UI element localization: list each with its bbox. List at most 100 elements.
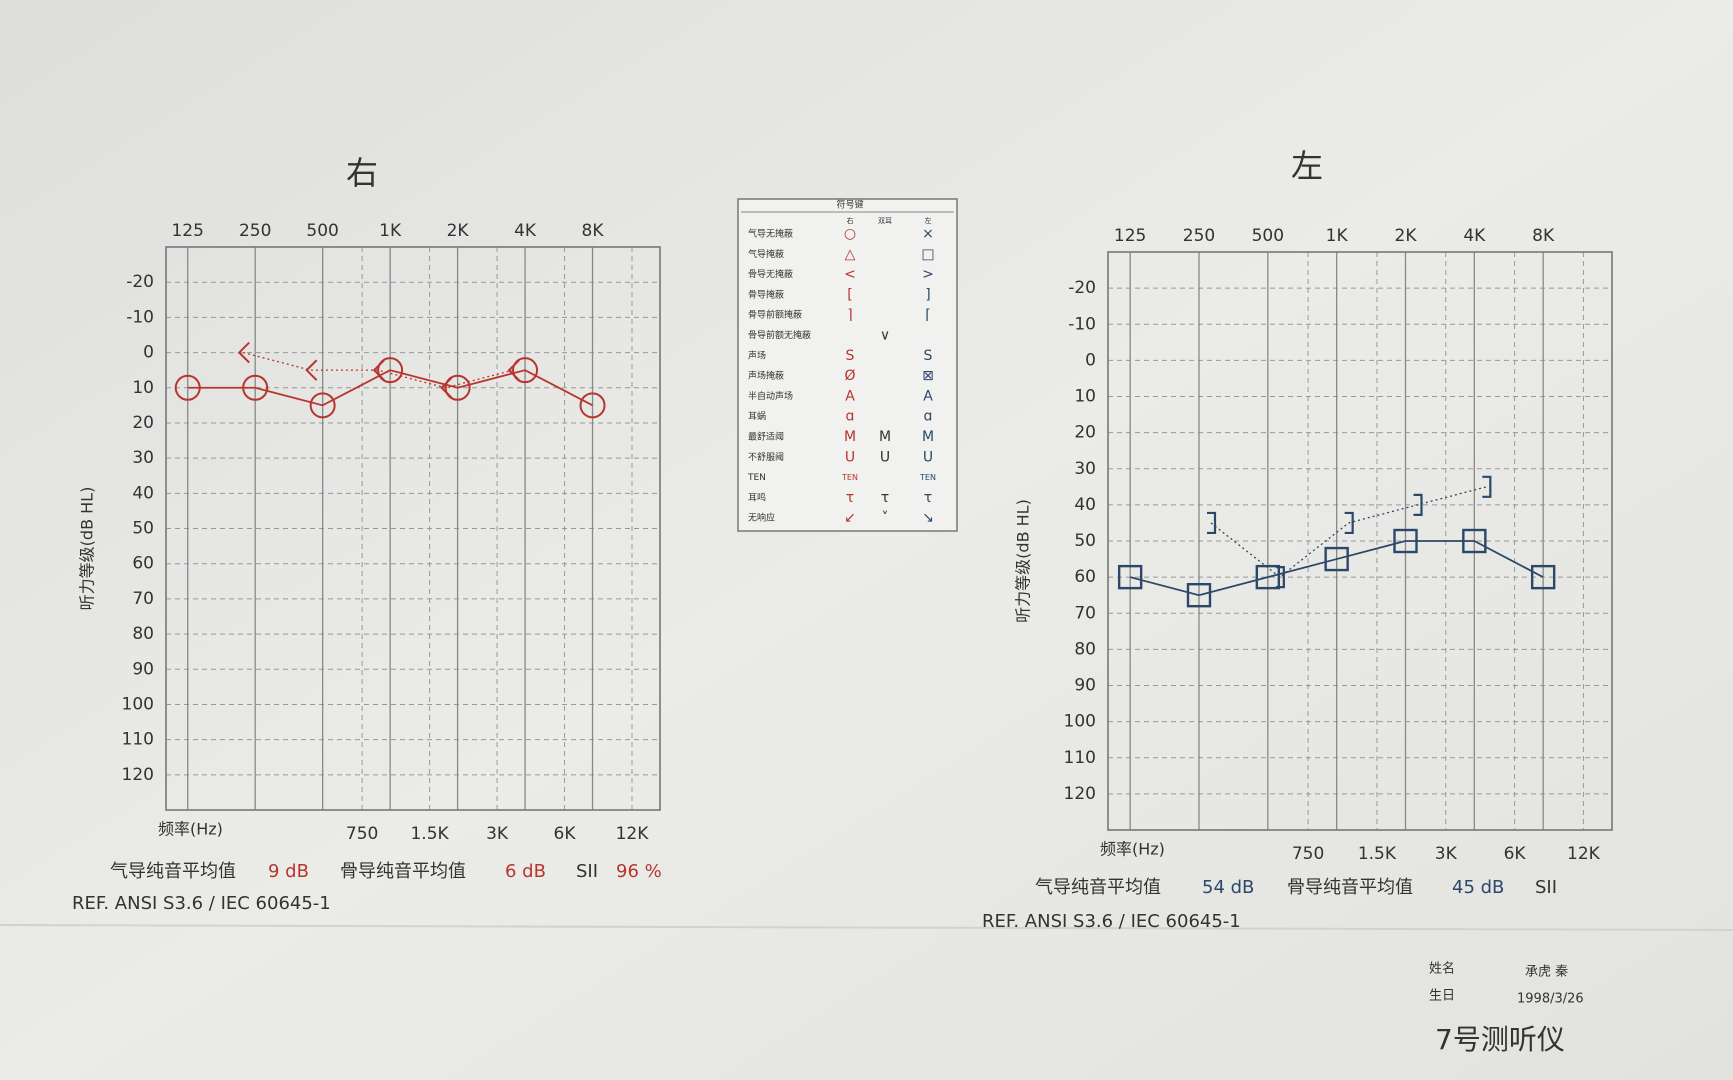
x-tick-label: 250 <box>239 221 271 241</box>
plot-frame <box>165 246 661 811</box>
key-symbol: × <box>922 226 934 242</box>
x-tick-label: 1K <box>379 221 402 241</box>
bone-marker <box>507 359 520 381</box>
x-tick-label: 8K <box>582 221 605 241</box>
y-tick-label: 60 <box>132 554 154 574</box>
device: 7号测听仪 <box>1435 1023 1565 1056</box>
x-tick-label: 500 <box>306 221 338 241</box>
key-symbol: ⊠ <box>922 368 934 384</box>
key-label: 不舒服阈 <box>748 451 784 463</box>
series-line <box>1129 540 1544 597</box>
x-tick-label: 250 <box>1183 226 1215 246</box>
key-symbol: ] <box>925 287 930 303</box>
key-symbol: ↘ <box>922 510 934 526</box>
key-symbol: < <box>844 267 856 283</box>
plot-frame <box>1107 251 1613 831</box>
y-tick-label: 30 <box>132 448 154 468</box>
x-axis-label: 频率(Hz) <box>158 820 223 839</box>
key-label: TEN <box>747 473 766 483</box>
y-tick-label: 50 <box>1074 531 1096 551</box>
key-symbol: A <box>923 388 933 404</box>
key-symbol: M <box>922 429 934 445</box>
y-tick-label: 100 <box>1064 712 1096 732</box>
x-tick-label: 3K <box>1435 844 1458 864</box>
air-marker <box>1117 564 1143 590</box>
y-tick-label: -20 <box>1068 278 1096 298</box>
key-symbol: ˅ <box>882 510 889 526</box>
bone-marker <box>1482 475 1492 498</box>
y-tick-label: 70 <box>132 589 154 609</box>
key-header: 双耳 <box>878 217 892 225</box>
air-marker <box>377 357 404 384</box>
y-tick-label: 100 <box>122 694 154 714</box>
key-symbol: ⌉ <box>847 307 852 323</box>
key-title: 符号键 <box>836 199 863 211</box>
key-symbol: S <box>924 348 933 364</box>
key-symbol: τ <box>924 490 932 506</box>
y-tick-label: -10 <box>126 307 154 327</box>
x-tick-label: 8K <box>1532 226 1555 246</box>
y-tick-label: 20 <box>1074 423 1096 443</box>
x-tick-label: 6K <box>1504 844 1527 864</box>
average-value: 6 dB <box>505 861 546 882</box>
key-label: 无响应 <box>748 512 775 524</box>
x-tick-label: 3K <box>486 824 509 844</box>
y-tick-label: 0 <box>143 343 154 363</box>
average-label: 气导纯音平均值 <box>110 861 236 882</box>
reference: REF. ANSI S3.6 / IEC 60645-1 <box>72 893 331 914</box>
bone-marker <box>440 377 453 399</box>
air-marker <box>1462 528 1487 554</box>
y-tick-label: -20 <box>126 272 154 292</box>
air-marker <box>309 392 336 419</box>
key-symbol: □ <box>921 246 934 262</box>
x-tick-label: 12K <box>1567 844 1601 864</box>
y-tick-label: 0 <box>1085 350 1096 370</box>
key-label: 最舒适阈 <box>748 431 784 443</box>
key-symbol: △ <box>845 246 856 262</box>
key-symbol: U <box>923 449 933 465</box>
series-line <box>243 351 514 389</box>
key-symbol: TEN <box>841 473 858 482</box>
air-marker <box>174 374 201 401</box>
x-tick-label: 1.5K <box>410 824 449 844</box>
y-tick-label: 120 <box>122 765 154 785</box>
y-tick-label: 70 <box>1074 603 1096 623</box>
average-value: 9 dB <box>268 861 309 882</box>
y-tick-label: 10 <box>1074 387 1096 407</box>
key-symbol: M <box>879 429 891 445</box>
bone-marker <box>1413 493 1423 516</box>
key-symbol: M <box>844 429 856 445</box>
average-label: SII <box>576 861 598 882</box>
y-tick-label: 40 <box>1074 495 1096 515</box>
key-label: 耳鸣 <box>748 491 766 503</box>
series-line <box>187 369 593 407</box>
key-label: 气导无掩蔽 <box>748 228 793 240</box>
x-tick-label: 2K <box>447 221 470 241</box>
key-label: 骨导前额掩蔽 <box>748 309 802 321</box>
birth-label: 生日 <box>1429 989 1455 1004</box>
x-tick-label: 12K <box>616 824 650 844</box>
x-tick-label: 4K <box>514 221 537 241</box>
average-value: 96 % <box>616 861 662 882</box>
key-symbol: A <box>845 388 855 404</box>
key-box <box>737 198 958 532</box>
air-marker <box>1393 528 1418 554</box>
air-marker <box>1186 582 1212 608</box>
y-tick-label: 20 <box>132 413 154 433</box>
air-marker <box>1324 546 1349 572</box>
y-tick-label: 120 <box>1064 784 1096 804</box>
key-header: 右 <box>847 216 854 225</box>
average-label: 骨导纯音平均值 <box>1287 877 1413 898</box>
key-header: 左 <box>925 216 932 225</box>
y-tick-label: 110 <box>122 730 154 750</box>
key-label: 声场掩蔽 <box>748 370 784 382</box>
key-symbol: ⌈ <box>925 307 930 323</box>
bone-marker <box>1344 511 1354 535</box>
average-value: 54 dB <box>1202 877 1254 898</box>
chart-title: 右 <box>346 154 378 192</box>
y-tick-label: 30 <box>1074 459 1096 479</box>
